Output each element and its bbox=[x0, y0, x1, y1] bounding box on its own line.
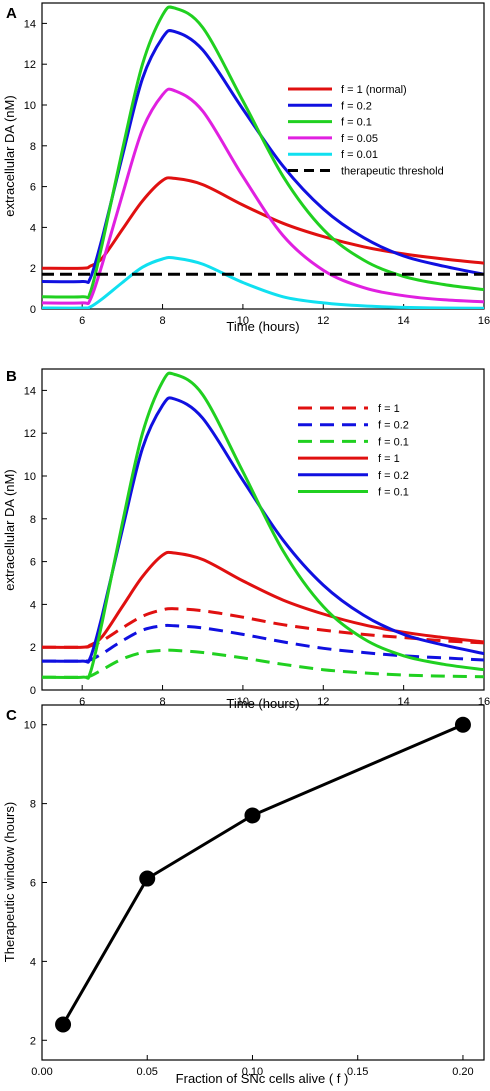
panel-letter: B bbox=[6, 368, 17, 385]
x-tick-label: 10 bbox=[237, 315, 249, 327]
y-tick-label: 8 bbox=[30, 141, 36, 153]
y-tick-label: 12 bbox=[24, 428, 36, 440]
y-tick-label: 2 bbox=[30, 1035, 36, 1047]
legend-label: f = 0.01 bbox=[341, 149, 378, 161]
y-tick-label: 10 bbox=[24, 100, 36, 112]
series-line bbox=[42, 648, 484, 679]
x-tick-label: 14 bbox=[398, 696, 410, 708]
y-tick-label: 14 bbox=[24, 18, 36, 30]
x-tick-label: 0.10 bbox=[242, 1066, 263, 1078]
y-tick-label: 12 bbox=[24, 59, 36, 71]
series-line bbox=[42, 29, 484, 284]
legend-label: f = 0.2 bbox=[378, 420, 409, 432]
legend-label: f = 0.2 bbox=[378, 470, 409, 482]
y-axis-label: Therapeutic window (hours) bbox=[2, 802, 17, 962]
x-tick-label: 6 bbox=[79, 696, 85, 708]
y-tick-label: 0 bbox=[30, 304, 36, 316]
series-line bbox=[42, 396, 484, 664]
legend-label: f = 1 bbox=[378, 453, 400, 465]
y-tick-label: 4 bbox=[30, 599, 36, 611]
panel-letter: C bbox=[6, 707, 17, 724]
legend-label: f = 1 (normal) bbox=[341, 84, 407, 96]
series-line bbox=[61, 723, 464, 1026]
series-line bbox=[42, 87, 484, 306]
data-point bbox=[139, 870, 156, 887]
y-tick-label: 10 bbox=[24, 471, 36, 483]
y-tick-label: 4 bbox=[30, 956, 36, 968]
data-point bbox=[454, 716, 471, 733]
series-line bbox=[42, 550, 484, 649]
panel-letter: A bbox=[6, 5, 17, 22]
x-axis-label: Time (hours) bbox=[226, 696, 299, 711]
x-tick-label: 12 bbox=[317, 315, 329, 327]
x-tick-label: 8 bbox=[159, 315, 165, 327]
x-axis-label: Fraction of SNc cells alive ( f ) bbox=[176, 1071, 349, 1086]
x-axis-label: Time (hours) bbox=[226, 319, 299, 334]
y-tick-label: 14 bbox=[24, 385, 36, 397]
series-line bbox=[42, 5, 484, 300]
legend-label: f = 0.1 bbox=[378, 487, 409, 499]
series-line bbox=[42, 371, 484, 680]
y-tick-label: 0 bbox=[30, 685, 36, 697]
y-tick-label: 6 bbox=[30, 878, 36, 890]
series-line bbox=[42, 256, 484, 309]
x-tick-label: 0.05 bbox=[137, 1066, 158, 1078]
y-axis-label: extracellular DA (nM) bbox=[2, 95, 17, 216]
x-tick-label: 6 bbox=[79, 315, 85, 327]
plot-frame bbox=[41, 2, 485, 310]
legend-label: f = 0.1 bbox=[378, 436, 409, 448]
x-tick-label: 0.15 bbox=[347, 1066, 368, 1078]
x-tick-label: 0.20 bbox=[452, 1066, 473, 1078]
y-tick-label: 6 bbox=[30, 182, 36, 194]
plot-frame bbox=[41, 368, 485, 691]
y-tick-label: 10 bbox=[24, 720, 36, 732]
plot-frame bbox=[41, 704, 485, 1061]
legend-label: f = 0.05 bbox=[341, 133, 378, 145]
y-tick-label: 2 bbox=[30, 642, 36, 654]
legend-label: f = 1 bbox=[378, 403, 400, 415]
data-point bbox=[55, 1016, 72, 1033]
y-tick-label: 8 bbox=[30, 514, 36, 526]
y-tick-label: 4 bbox=[30, 222, 36, 234]
panel-a: A 6 8 10 12 14 16 0 2 4 6 8 10 12 14 Time (hours) extrac… bbox=[2, 2, 490, 334]
x-tick-label: 14 bbox=[398, 315, 410, 327]
x-tick-label: 8 bbox=[159, 696, 165, 708]
legend-label: f = 0.2 bbox=[341, 100, 372, 112]
data-point bbox=[244, 807, 261, 824]
y-tick-label: 8 bbox=[30, 799, 36, 811]
x-tick-label: 16 bbox=[478, 315, 490, 327]
legend-label: therapeutic threshold bbox=[341, 166, 444, 178]
y-tick-label: 6 bbox=[30, 557, 36, 569]
panel-c: C 0.00 0.05 0.10 0.15 0.20 2 4 6 8 10 Fraction of S… bbox=[2, 704, 485, 1086]
legend-label: f = 0.1 bbox=[341, 117, 372, 129]
x-tick-label: 12 bbox=[317, 696, 329, 708]
y-axis-label: extracellular DA (nM) bbox=[2, 469, 17, 590]
series-line bbox=[42, 176, 484, 270]
x-tick-label: 0.00 bbox=[31, 1066, 52, 1078]
y-tick-label: 2 bbox=[30, 263, 36, 275]
